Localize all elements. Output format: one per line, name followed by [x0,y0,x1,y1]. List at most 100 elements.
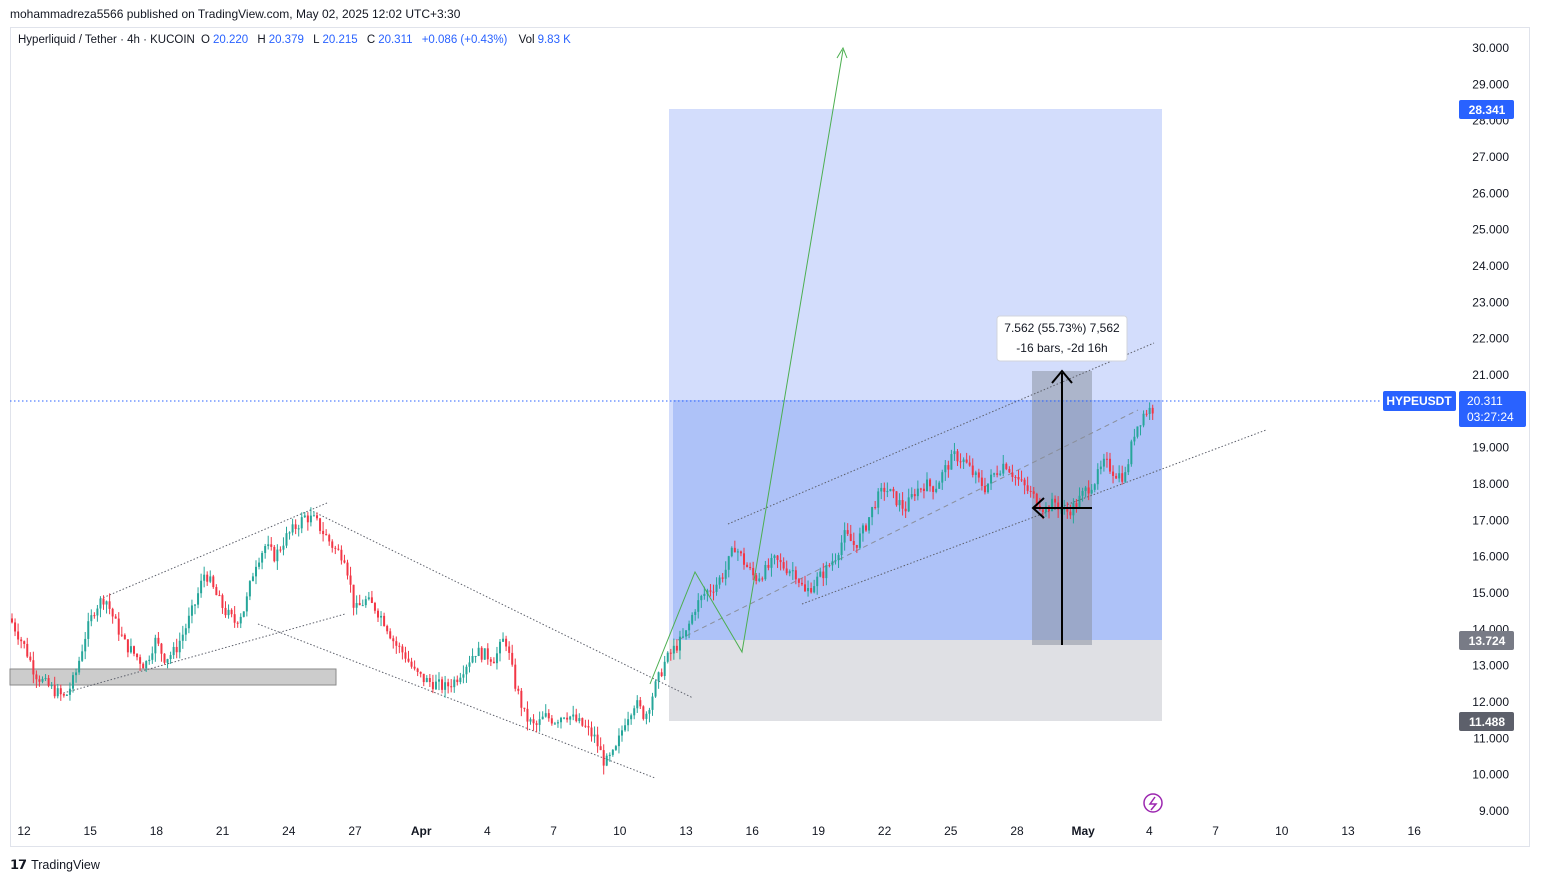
rising-channel-lower[interactable] [59,613,346,695]
candle-body [697,600,700,612]
candle-body [203,574,206,581]
candle-body [611,749,614,755]
candle-body [819,571,822,577]
candle-body [59,688,62,695]
candle-body [444,682,447,690]
candle-body [901,500,904,509]
candle-body [547,713,550,719]
entry-price-text: 13.724 [1469,634,1506,648]
target-price-text: 28.341 [1469,103,1506,117]
y-tick-label: 11.000 [1473,731,1509,745]
candle-body [849,533,852,542]
x-tick-label: 12 [17,824,31,838]
candle-body [971,465,974,475]
candle-body [56,688,59,697]
candle-body [1121,473,1124,482]
candle-body [987,483,989,493]
rising-channel-upper[interactable] [99,502,328,600]
tradingview-logo-icon[interactable]: 𝟭𝟳 [10,857,27,872]
target-price-tag [1459,100,1514,119]
candle-body [1029,490,1032,492]
measure-label-line1: 7.562 (55.73%) 7,562 [1004,321,1120,335]
candle-body [630,715,633,720]
candle-body [718,577,721,585]
projection-arrow[interactable] [649,49,844,685]
candle-body [1066,508,1069,512]
candle-body [306,515,309,523]
candle-body [456,679,459,683]
candle-body [532,719,535,724]
candle-body [767,564,770,568]
candle-body [312,515,315,517]
candle-body [20,639,23,642]
candle-body [499,641,501,654]
candle-body [483,648,486,660]
price-axis[interactable]: 9.00010.00011.00012.00013.00014.00015.00… [1472,41,1509,818]
candle-body [1069,511,1072,516]
countdown-text: 03:27:24 [1467,410,1514,424]
instrument-label[interactable]: Hyperliquid / Tether · 4h · KUCOIN [18,34,195,46]
stop-zone[interactable] [669,640,1162,721]
candle-body [78,660,81,673]
low-value: 20.215 [322,34,358,46]
candle-body [297,528,300,530]
candle-body [922,488,925,491]
support-box[interactable] [9,668,337,686]
candle-body [660,672,663,677]
candle-body [746,564,749,568]
candle-body [81,651,84,661]
candle-body [471,656,474,663]
candle-body [636,700,639,709]
candle-body [508,646,511,653]
candle-body [712,591,715,593]
channel-midline[interactable] [677,409,1139,641]
x-tick-label: 28 [1010,824,1024,838]
candle-body [926,479,928,491]
candle-body [190,605,193,616]
candle-body [892,489,895,492]
candle-body [575,714,578,722]
candle-body [889,489,892,492]
candle-body [550,718,553,724]
candle-body [654,681,657,697]
falling-channel-lower[interactable] [257,623,656,779]
candle-body [255,566,257,577]
candle-body [361,605,364,607]
candle-body [251,576,254,582]
candle-body [486,648,489,660]
measure-left-arrowhead [1031,497,1045,519]
high-label: H [257,34,266,46]
publisher-header: mohammadreza5566 published on TradingVie… [10,7,461,21]
candle-body [794,570,797,580]
candle-body [743,553,745,565]
candle-body [883,487,886,492]
candle-body [65,694,68,696]
candle-body [288,532,291,534]
candle-body [489,659,492,662]
ascending-channel-upper[interactable] [727,342,1155,525]
candle-body [651,696,654,710]
x-tick-label: May [1072,824,1096,838]
falling-channel-upper[interactable] [309,509,694,699]
candle-body [123,634,126,640]
candle-body [1099,466,1102,470]
candle-body [395,641,398,646]
trendlines[interactable] [59,342,1267,779]
time-axis[interactable]: 12 15 18 21 24 27 Apr 4 7 10 13 16 19 22 25 28 May 4 7 10 13… [17,824,1421,838]
lightning-icon[interactable] [1143,793,1163,813]
candle-body [553,723,556,725]
footer-brand[interactable]: TradingView [31,858,100,872]
candle-body [709,590,712,592]
y-tick-label: 25.000 [1472,223,1509,237]
candle-body [273,546,276,562]
candle-body [215,587,218,596]
candle-body [242,611,245,617]
candle-body [810,588,813,593]
candle-body [1078,495,1081,507]
candle-body [505,638,508,647]
last-price-text: 20.311 [1467,394,1503,408]
candle-body [145,661,148,669]
candle-body [770,557,773,568]
candle-body [367,597,370,600]
